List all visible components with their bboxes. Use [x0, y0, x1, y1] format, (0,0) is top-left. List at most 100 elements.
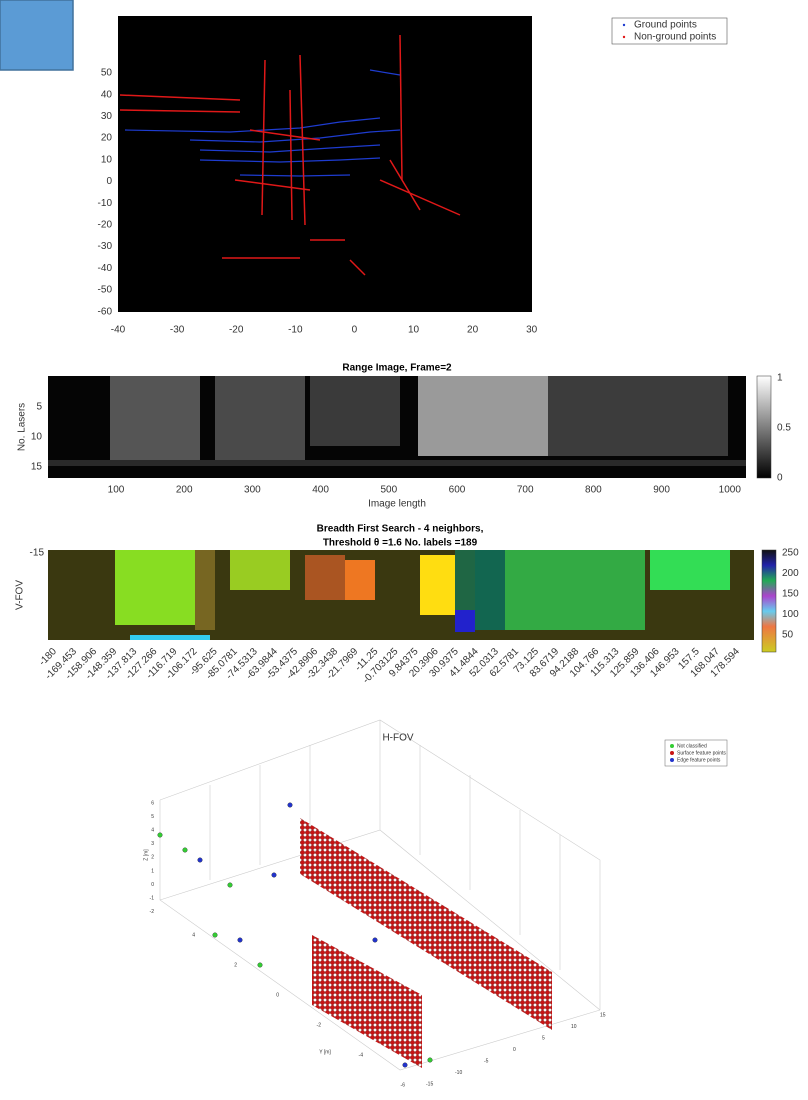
x-axis-label: H-FOV — [382, 733, 413, 744]
legend-marker — [670, 744, 674, 748]
range-patch — [548, 376, 728, 456]
y-axis-label: Y [m] — [319, 1049, 331, 1055]
segment — [115, 550, 195, 625]
x-tick-label: 10 — [571, 1024, 577, 1030]
y-tick-label: 20 — [101, 133, 113, 144]
z-tick-label: 1 — [151, 868, 154, 874]
colorbar — [757, 376, 771, 478]
y-tick-label: -10 — [98, 198, 113, 209]
x-tick-label: 300 — [244, 485, 261, 496]
y-tick-label: 40 — [101, 89, 113, 100]
z-tick-label: 6 — [151, 800, 154, 806]
legend-marker — [623, 36, 625, 38]
segment — [475, 550, 505, 630]
figure-1 — [118, 16, 727, 312]
range-patch — [310, 376, 400, 446]
y-tick-label: 50 — [101, 68, 113, 79]
colorbar-label: 0.5 — [777, 423, 791, 434]
x-tick-label: 1000 — [719, 485, 742, 496]
range-patch — [418, 376, 548, 456]
legend-label: Not classified — [677, 743, 707, 749]
z-tick-label: 5 — [151, 814, 154, 820]
legend-marker — [670, 751, 674, 755]
y-tick-label: -40 — [98, 263, 113, 274]
x-tick-label: 900 — [653, 485, 670, 496]
x-tick-label: 700 — [517, 485, 534, 496]
z-tick-label: 4 — [151, 828, 154, 834]
x-tick-label: -10 — [455, 1070, 462, 1076]
segment — [305, 555, 345, 600]
x-tick-label: -20 — [229, 325, 244, 336]
y-axis-label: V-FOV — [15, 580, 26, 610]
figure-4 — [158, 720, 727, 1070]
y-tick-label: 10 — [31, 432, 43, 443]
x-tick-label: -10 — [288, 325, 303, 336]
x-tick-label: 600 — [449, 485, 466, 496]
segment — [455, 610, 475, 632]
page: { "figure1": { "yticks": ["50", "40", "3… — [0, 0, 808, 1095]
y-tick-label: 4 — [192, 932, 195, 938]
z-tick-label: -1 — [150, 896, 155, 902]
segment — [345, 560, 375, 600]
y-tick-label: 0 — [276, 992, 279, 998]
x-tick-label: 10 — [408, 325, 420, 336]
colorbar-label: 100 — [782, 609, 799, 620]
colorbar-label: 250 — [782, 548, 799, 559]
segment — [195, 550, 215, 630]
legend-marker — [623, 24, 625, 26]
figure-3 — [48, 550, 776, 652]
colorbar — [762, 550, 776, 652]
title: Breadth First Search - 4 neighbors, — [317, 524, 484, 535]
y-tick-label: 15 — [31, 462, 43, 473]
legend-label: Edge feature points — [677, 757, 721, 763]
x-tick-label: 0 — [513, 1047, 516, 1053]
colorbar-label: 50 — [782, 630, 794, 641]
x-tick-label: -40 — [111, 325, 126, 336]
x-tick-label: 500 — [380, 485, 397, 496]
range-patch — [110, 376, 200, 461]
colorbar-label: 200 — [782, 568, 799, 579]
y-tick-label: 0 — [106, 176, 112, 187]
x-tick-label: 0 — [352, 325, 358, 336]
x-tick-label: 5 — [542, 1035, 545, 1041]
range-patch — [48, 460, 746, 466]
legend-marker — [670, 758, 674, 762]
x-tick-label: -30 — [170, 325, 185, 336]
blue-box — [0, 0, 73, 70]
x-tick-label: 200 — [176, 485, 193, 496]
y-tick-label: -50 — [98, 285, 113, 296]
x-tick-label: -15 — [426, 1081, 433, 1087]
x-tick-label: 20 — [467, 325, 479, 336]
y-tick-label: -6 — [401, 1082, 406, 1088]
x-tick-label: 15 — [600, 1012, 606, 1018]
segment — [420, 555, 455, 615]
y-tick-label: 5 — [36, 402, 42, 413]
y-tick-label: -15 — [30, 548, 45, 559]
x-axis-label: Image length — [368, 499, 426, 510]
y-tick-label: 30 — [101, 111, 113, 122]
figure-2 — [48, 376, 771, 478]
legend-label: Non-ground points — [634, 32, 716, 43]
x-tick-label: -5 — [484, 1058, 489, 1064]
segment — [650, 550, 730, 590]
legend-label: Surface feature points — [677, 750, 726, 756]
segment — [230, 550, 290, 590]
z-tick-label: 3 — [151, 841, 154, 847]
x-tick-label: 800 — [585, 485, 602, 496]
colorbar-label: 1 — [777, 373, 783, 384]
surface-points — [312, 935, 422, 1068]
y-tick-label: 2 — [234, 962, 237, 968]
z-tick-label: 0 — [151, 882, 154, 888]
plot-area — [118, 16, 532, 312]
x-tick-label: 30 — [526, 325, 538, 336]
z-axis-label: Z [m] — [143, 849, 149, 861]
z-tick-label: -2 — [150, 909, 155, 915]
title: Range Image, Frame=2 — [342, 363, 452, 374]
legend-label: Ground points — [634, 20, 697, 31]
colorbar-label: 0 — [777, 473, 783, 484]
y-tick-label: -2 — [317, 1022, 322, 1028]
x-tick-label: 400 — [312, 485, 329, 496]
x-tick-label: 100 — [108, 485, 125, 496]
title: Threshold θ =1.6 No. labels =189 — [323, 538, 478, 549]
y-axis-label: No. Lasers — [17, 403, 28, 451]
